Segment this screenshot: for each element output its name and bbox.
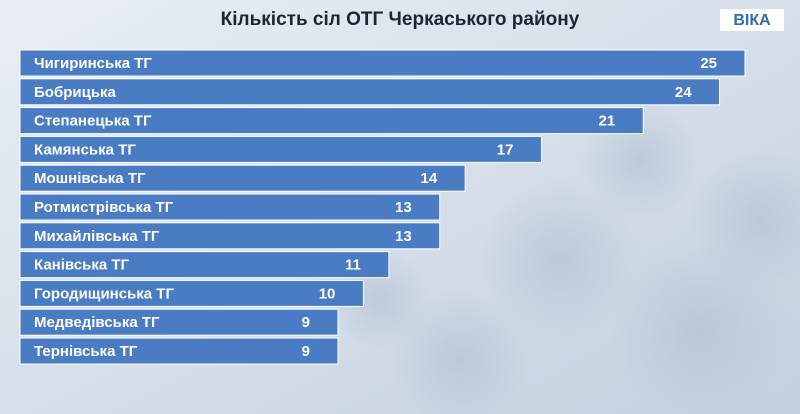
value-label: 17 [497, 141, 514, 158]
value-label: 14 [420, 170, 437, 187]
chart-title: Кількість сіл ОТГ Черкаського району [221, 9, 580, 30]
bar [19, 164, 466, 192]
bar [19, 308, 339, 336]
value-label: 13 [395, 228, 412, 245]
category-label: Степанецька ТГ [34, 113, 152, 130]
value-label: 9 [302, 343, 310, 360]
bar [19, 222, 441, 250]
value-label: 9 [302, 314, 310, 331]
bar [19, 135, 542, 163]
value-label: 11 [345, 257, 361, 274]
category-label: Михайлівська ТГ [34, 228, 160, 245]
bar [19, 107, 644, 135]
logo-box [720, 9, 784, 31]
bar [19, 49, 746, 77]
category-label: Бобрицька [34, 84, 117, 101]
bar [19, 279, 364, 307]
background-texture [330, 100, 800, 414]
category-label: Ротмистрівська ТГ [34, 199, 174, 216]
category-label: Тернівська ТГ [34, 343, 138, 360]
category-label: Чигиринська ТГ [34, 55, 152, 72]
value-label: 10 [319, 285, 336, 302]
category-label: Медведівська ТГ [34, 314, 160, 331]
category-label: Камянська ТГ [34, 141, 136, 158]
logo-text: ВІКА [733, 12, 771, 29]
value-label: 21 [599, 113, 616, 130]
category-label: Городищинська ТГ [34, 285, 174, 302]
category-label: Канівська ТГ [34, 257, 129, 274]
logo: ВІКА [720, 9, 784, 31]
value-label: 24 [675, 84, 692, 101]
category-label: Мошнівська ТГ [34, 170, 146, 187]
value-label: 25 [700, 55, 717, 72]
bar [19, 78, 721, 106]
bar [19, 193, 441, 221]
bar [19, 251, 390, 279]
bar [19, 337, 339, 365]
value-label: 13 [395, 199, 412, 216]
